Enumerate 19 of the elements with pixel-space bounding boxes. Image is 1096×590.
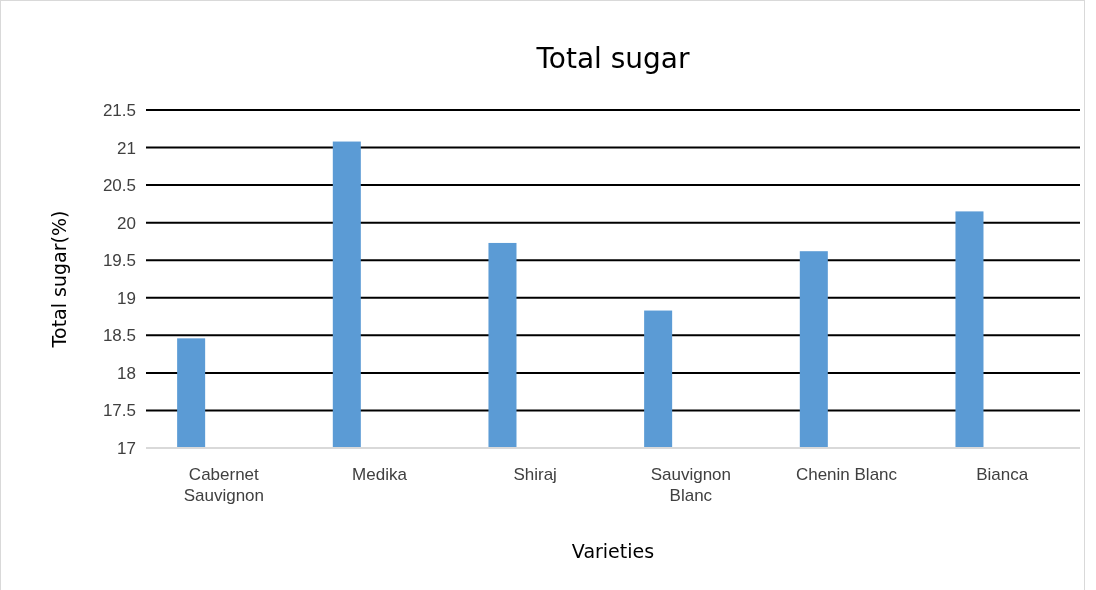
x-tick-label: Sauvignon Blanc [650, 465, 732, 506]
chart-title: Total sugar [535, 42, 691, 75]
y-tick-label: 17 [117, 438, 136, 458]
x-tick-label: Bianca [976, 465, 1029, 485]
y-tick-label: 19.5 [102, 251, 136, 271]
x-tick-label: Cabernet Sauvignon [183, 465, 265, 506]
x-axis-title: Varieties [571, 540, 655, 562]
y-tick-label: 18 [117, 363, 136, 383]
x-tick-label: Medika [352, 465, 408, 485]
y-tick-label: 21.5 [102, 100, 136, 120]
y-tick-label: 20 [117, 213, 136, 233]
y-tick-label: 17.5 [102, 401, 136, 421]
y-tick-label: 18.5 [102, 326, 136, 346]
y-tick-label: 21 [117, 138, 136, 158]
y-axis-title: Total sugar(%) [48, 210, 70, 349]
x-tick-label: Shiraj [513, 465, 557, 485]
x-tick-label: Chenin Blanc [795, 465, 898, 485]
y-tick-label: 20.5 [102, 176, 136, 196]
y-tick-label: 19 [117, 288, 136, 308]
